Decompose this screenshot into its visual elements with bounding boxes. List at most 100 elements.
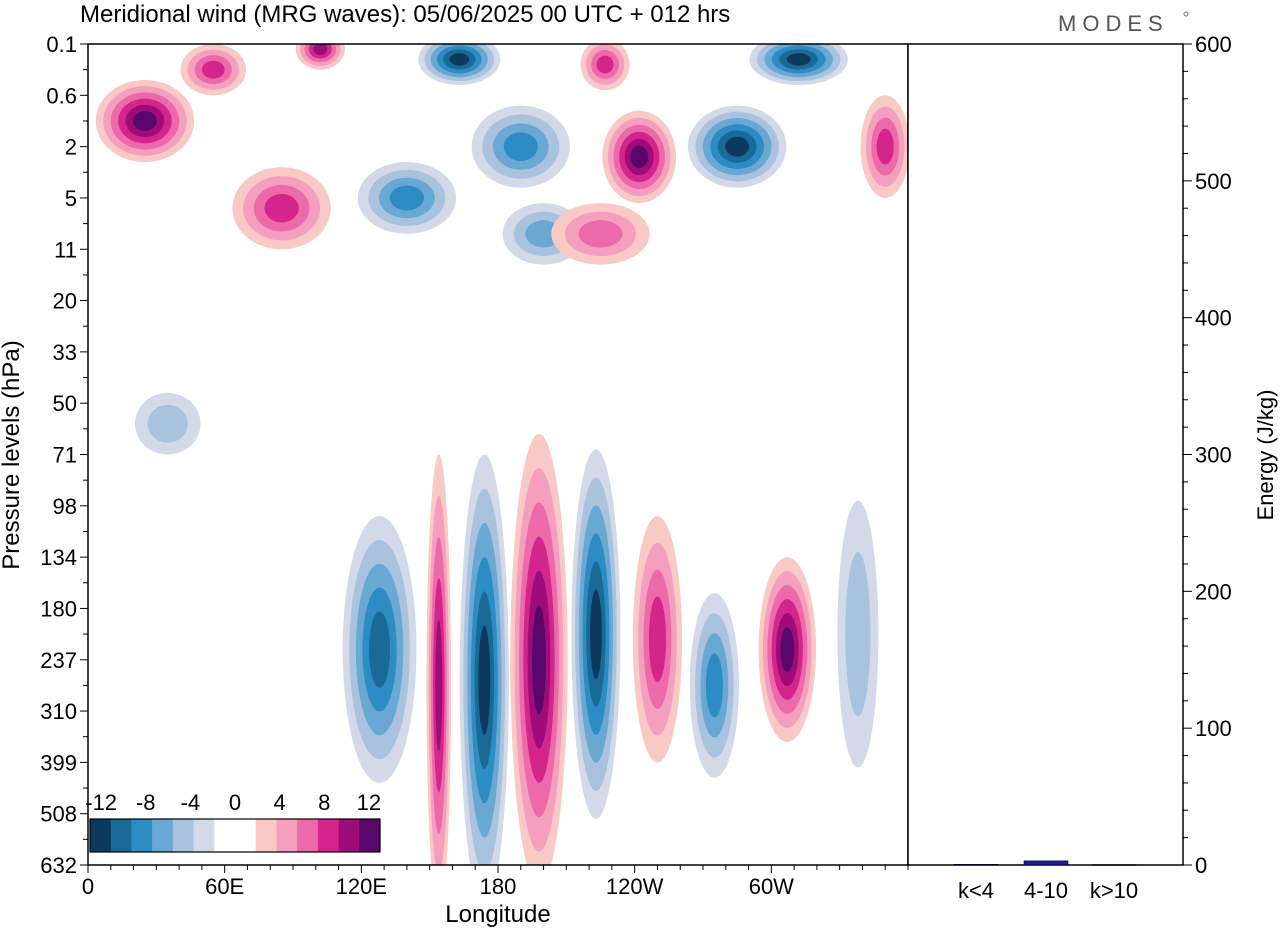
contour-feature: [459, 454, 509, 865]
contour-band: [264, 193, 299, 223]
x-tick-label: 60W: [749, 874, 794, 899]
contour-band: [503, 132, 538, 161]
contour-feature: [580, 44, 630, 91]
energy-tick-label: 300: [1195, 443, 1232, 468]
contour-band: [578, 220, 623, 248]
energy-category-label: 4-10: [1024, 878, 1068, 903]
y-tick-label: 33: [53, 340, 77, 365]
energy-bar: [1091, 864, 1137, 866]
contour-feature: [418, 44, 501, 86]
y-axis-label: Pressure levels (hPa): [0, 340, 25, 569]
x-tick-label: 120E: [336, 874, 387, 899]
contour-band: [876, 128, 894, 165]
colorbar-swatch: [90, 819, 112, 852]
energy-axis: 0 100 200 300 400 500 600: [1183, 32, 1232, 878]
x-axis: 0 60E 120E 180 120W 60W: [82, 865, 909, 899]
y-tick-label: 399: [40, 750, 77, 775]
contour-feature: [232, 167, 331, 250]
x-tick-label: 0: [82, 874, 94, 899]
energy-tick-label: 0: [1195, 853, 1207, 878]
contour-band: [435, 619, 443, 752]
contour-band: [845, 551, 871, 717]
y-tick-label: 134: [40, 545, 77, 570]
energy-bar: [953, 864, 999, 866]
colorbar-label: 4: [273, 790, 285, 815]
contour-feature: [134, 392, 201, 455]
colorbar-swatch: [152, 819, 174, 852]
contour-feature: [295, 44, 345, 70]
y-tick-label: 310: [40, 699, 77, 724]
contour-feature: [551, 203, 650, 265]
contour-feature: [180, 44, 247, 96]
contour-band: [630, 145, 649, 169]
colorbar-swatch: [172, 819, 195, 852]
colorbar-swatch: [338, 819, 360, 852]
logo-mark: [1183, 11, 1189, 17]
colorbar-label: -12: [85, 790, 117, 815]
contour-band: [313, 44, 328, 55]
colorbar-swatch: [359, 819, 381, 852]
contour-feature: [687, 105, 787, 188]
contour-feature: [758, 557, 816, 742]
colorbar-frame: [89, 818, 381, 853]
x-axis-label: Longitude: [445, 901, 550, 928]
y-tick-label: 508: [40, 802, 77, 827]
colorbar-label: -8: [136, 790, 156, 815]
y-tick-label: 5: [65, 186, 77, 211]
contour-band: [589, 589, 602, 679]
contour-band: [725, 136, 750, 157]
y-tick-label: 20: [53, 289, 77, 314]
contour-band: [133, 111, 157, 131]
contour-feature: [689, 593, 739, 778]
colorbar-swatch: [297, 819, 319, 852]
chart-title: Meridional wind (MRG waves): 05/06/2025 …: [80, 1, 730, 28]
contour-feature: [837, 500, 879, 768]
contour-feature: [749, 44, 848, 86]
energy-tick-label: 100: [1195, 716, 1232, 741]
colorbar-swatch: [131, 819, 153, 852]
contour-feature: [632, 516, 683, 763]
colorbar: -12 -8 -4 0 4 8 12: [85, 790, 381, 853]
y-axis: 0.1 0.6 2 5 11 20 33 50 71 98 134 180 237 310 399 508 63…: [40, 32, 88, 878]
x-tick-label: 60E: [205, 874, 244, 899]
colorbar-swatch: [255, 819, 277, 852]
contour-band: [596, 55, 614, 74]
colorbar-label: 0: [229, 790, 241, 815]
contour-feature: [357, 162, 457, 234]
energy-tick-label: 400: [1195, 306, 1232, 331]
colorbar-label: -4: [181, 790, 201, 815]
energy-tick-label: 200: [1195, 579, 1232, 604]
contour-feature: [510, 434, 568, 865]
contour-feature: [342, 516, 417, 783]
y-tick-label: 98: [53, 494, 77, 519]
contour-band: [532, 605, 546, 715]
contour-band: [147, 404, 188, 443]
y-tick-label: 0.6: [46, 83, 77, 108]
colorbar-swatch: [110, 819, 132, 852]
contour-feature: [426, 454, 452, 865]
colorbar-swatch: [317, 819, 340, 852]
y-tick-label: 632: [40, 853, 77, 878]
energy-panel-frame: [907, 43, 1184, 866]
contour-band: [648, 596, 667, 683]
energy-category-label: k>10: [1090, 878, 1138, 903]
contour-feature: [860, 95, 908, 198]
contour-band: [369, 611, 391, 688]
y-tick-label: 71: [53, 443, 77, 468]
colorbar-swatch: [214, 819, 236, 852]
energy-axis-label: Energy (J/kg): [1253, 390, 1278, 521]
y-tick-label: 0.1: [46, 32, 77, 57]
energy-tick-label: 500: [1195, 169, 1232, 194]
contour-band: [786, 53, 811, 66]
y-tick-label: 50: [53, 391, 77, 416]
energy-tick-label: 600: [1195, 32, 1232, 57]
x-tick-label: 120W: [606, 874, 664, 899]
contour-field: [95, 44, 908, 865]
contour-feature: [95, 79, 195, 163]
colorbar-swatch: [235, 819, 257, 852]
colorbar-swatch: [193, 819, 215, 852]
y-tick-label: 11: [54, 237, 77, 262]
contour-band: [201, 60, 225, 79]
y-tick-label: 237: [40, 648, 77, 673]
